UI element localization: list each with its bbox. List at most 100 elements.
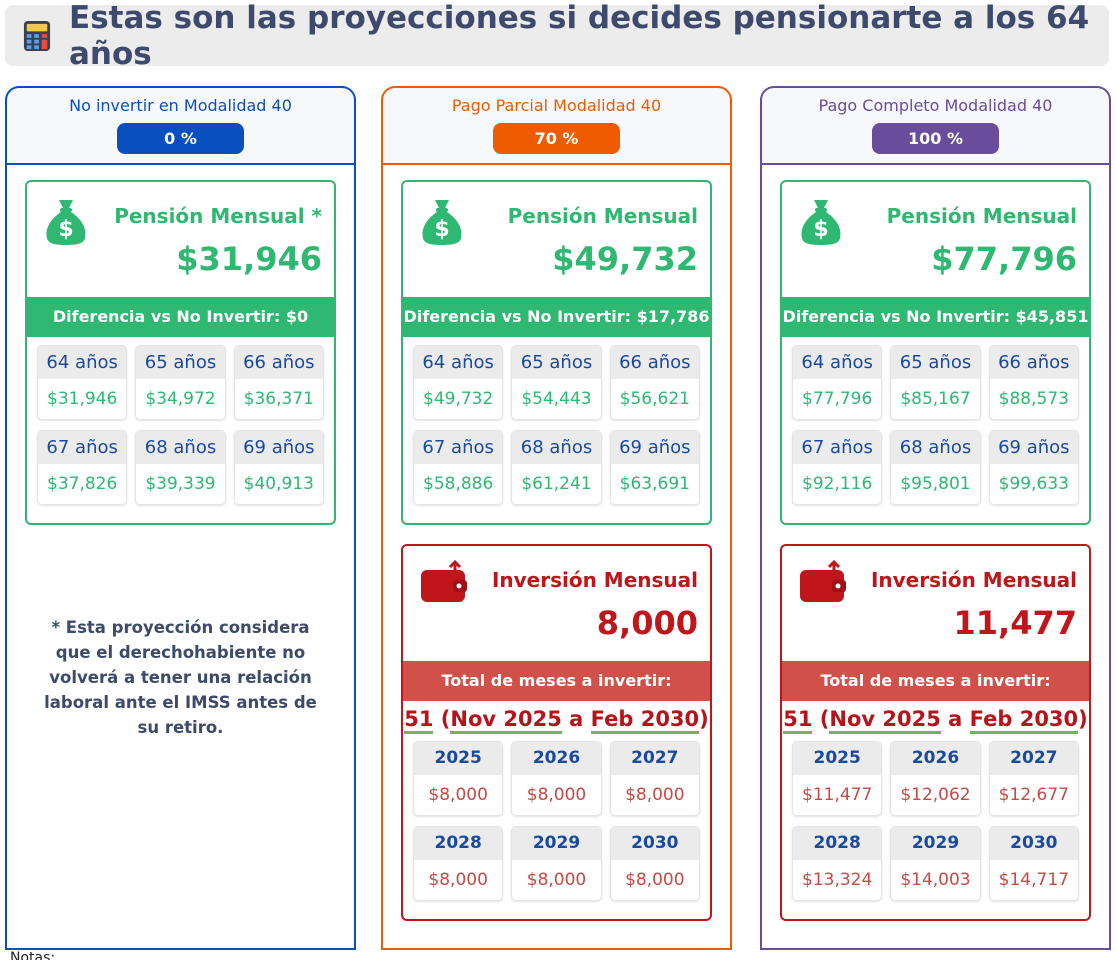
cell-label: 2028 [793,827,882,860]
cell-value: $61,241 [521,474,592,494]
cell-value: $99,633 [998,474,1069,494]
value-cell: 2027 $8,000 [609,741,700,816]
cell-value: $92,116 [802,474,873,494]
investment-period: 51 (Nov 2025 a Feb 2030) [403,701,710,734]
value-cell: 64 años $49,732 [413,345,504,420]
column-body: $ Pensión Mensual $49,732 Diferencia vs No … [381,163,732,950]
cell-label: 66 años [234,346,323,379]
value-cell: 68 años $61,241 [511,430,602,505]
cell-value: $88,573 [998,389,1069,409]
cell-label: 2027 [989,742,1078,775]
wallet-icon [419,559,469,610]
cell-label: 67 años [414,431,503,464]
value-grid: 2025 $11,477 2026 $12,062 2027 $12,677 2028 $13… [782,733,1089,919]
column-body: $ Pensión Mensual * $31,946 Diferencia vs N… [5,163,356,950]
value-cell: 69 años $99,633 [988,430,1079,505]
cell-value: $49,732 [423,389,494,409]
column-header: Pago Parcial Modalidad 40 70 % [381,86,732,163]
period-open: ( [819,707,830,731]
cell-value: $56,621 [619,389,690,409]
investment-title: Inversión Mensual [491,568,698,592]
cell-label: 2029 [891,827,980,860]
svg-text:$: $ [434,217,449,242]
cell-label: 68 años [136,431,225,464]
period-open: ( [440,707,451,731]
value-cell: 68 años $39,339 [135,430,226,505]
period-close: ) [699,707,709,731]
cell-label: 2030 [989,827,1078,860]
pension-card: $ Pensión Mensual $49,732 Diferencia vs No … [401,180,712,525]
cell-label: 69 años [234,431,323,464]
cell-value: $14,717 [998,870,1069,890]
pension-summary: $ Pensión Mensual $49,732 [403,182,710,297]
option-column: Pago Completo Modalidad 40 100 % $ Pensión … [760,86,1111,950]
value-cell: 67 años $58,886 [413,430,504,505]
pension-amount: $31,946 [176,240,322,278]
cell-label: 64 años [38,346,127,379]
money-bag-icon: $ [798,196,844,250]
cell-label: 2029 [512,827,601,860]
wallet-icon [798,559,848,610]
cell-label: 68 años [891,431,980,464]
difference-bar: Diferencia vs No Invertir: $0 [27,297,334,337]
value-cell: 65 años $34,972 [135,345,226,420]
value-cell: 65 años $54,443 [511,345,602,420]
value-grid: 2025 $8,000 2026 $8,000 2027 $8,000 2028 $8,000… [403,733,710,919]
column-heading: Pago Completo Modalidad 40 [818,96,1053,115]
cell-label: 2026 [891,742,980,775]
value-grid: 64 años $49,732 65 años $54,443 66 años $56,6… [403,337,710,523]
cell-value: $95,801 [900,474,971,494]
value-cell: 2029 $8,000 [511,826,602,901]
value-cell: 2028 $13,324 [792,826,883,901]
value-cell: 64 años $77,796 [792,345,883,420]
cell-value: $39,339 [145,474,216,494]
value-cell: 2029 $14,003 [890,826,981,901]
investment-card: Inversión Mensual 11,477 Total de meses a … [780,544,1091,921]
cell-label: 68 años [512,431,601,464]
cell-value: $40,913 [243,474,314,494]
value-cell: 2025 $11,477 [792,741,883,816]
cell-label: 67 años [38,431,127,464]
investment-card: Inversión Mensual 8,000 Total de meses a i… [401,544,712,921]
money-bag-icon: $ [43,196,89,250]
value-cell: 2027 $12,677 [988,741,1079,816]
cell-value: $31,946 [47,389,118,409]
value-cell: 69 años $40,913 [233,430,324,505]
money-bag-icon: $ [419,196,465,250]
period-end: Feb 2030 [590,707,700,734]
value-cell: 2026 $12,062 [890,741,981,816]
value-cell: 67 años $37,826 [37,430,128,505]
notes-label: Notas: [10,950,56,960]
investment-amount: 8,000 [596,604,698,642]
months-bar: Total de meses a invertir: [403,661,710,701]
cell-value: $34,972 [145,389,216,409]
column-heading: Pago Parcial Modalidad 40 [451,96,662,115]
pension-summary: $ Pensión Mensual * $31,946 [27,182,334,297]
header: Estas son las proyecciones si decides pe… [5,0,1109,72]
page-title: Estas son las proyecciones si decides pe… [69,0,1090,72]
cell-value: $8,000 [526,870,587,890]
pension-card: $ Pensión Mensual * $31,946 Diferencia vs N… [25,180,336,525]
pension-amount: $49,732 [552,240,698,278]
pension-amount: $77,796 [931,240,1077,278]
period-start: Nov 2025 [450,707,562,734]
column-header: No invertir en Modalidad 40 0 % [5,86,356,163]
value-cell: 69 años $63,691 [609,430,700,505]
cell-value: $85,167 [900,389,971,409]
cell-label: 65 años [512,346,601,379]
investment-amount: 11,477 [953,604,1077,642]
investment-title: Inversión Mensual [870,568,1077,592]
cell-value: $58,886 [423,474,494,494]
difference-bar: Diferencia vs No Invertir: $17,786 [403,297,710,337]
svg-text:$: $ [813,217,828,242]
investment-period: 51 (Nov 2025 a Feb 2030) [782,701,1089,734]
pension-title: Pensión Mensual * [114,204,322,228]
cell-value: $11,477 [802,785,873,805]
value-cell: 66 años $88,573 [988,345,1079,420]
cell-label: 2027 [610,742,699,775]
cell-value: $8,000 [428,785,488,805]
cell-value: $8,000 [428,870,488,890]
period-connector: a [948,707,963,731]
cell-value: $12,062 [900,785,971,805]
